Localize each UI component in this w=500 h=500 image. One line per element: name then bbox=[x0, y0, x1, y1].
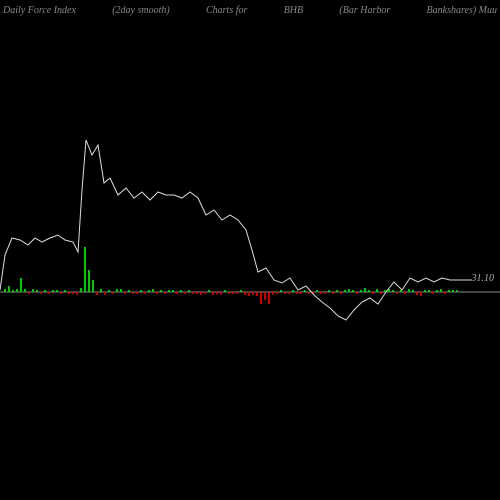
header-smooth: (2day smooth) bbox=[112, 5, 170, 16]
header-ticker: BHB bbox=[284, 5, 303, 16]
force-index-chart bbox=[0, 20, 500, 460]
header-charts-for: Charts for bbox=[206, 5, 247, 16]
header-left: Daily Force Index bbox=[3, 5, 76, 16]
header-company-open: (Bar Harbor bbox=[339, 5, 390, 16]
price-label: 31.10 bbox=[472, 273, 495, 284]
chart-header: Daily Force Index (2day smooth) Charts f… bbox=[0, 0, 500, 21]
header-company-close: Bankshares) Muu bbox=[427, 5, 497, 16]
chart-container: 31.10 bbox=[0, 20, 500, 460]
